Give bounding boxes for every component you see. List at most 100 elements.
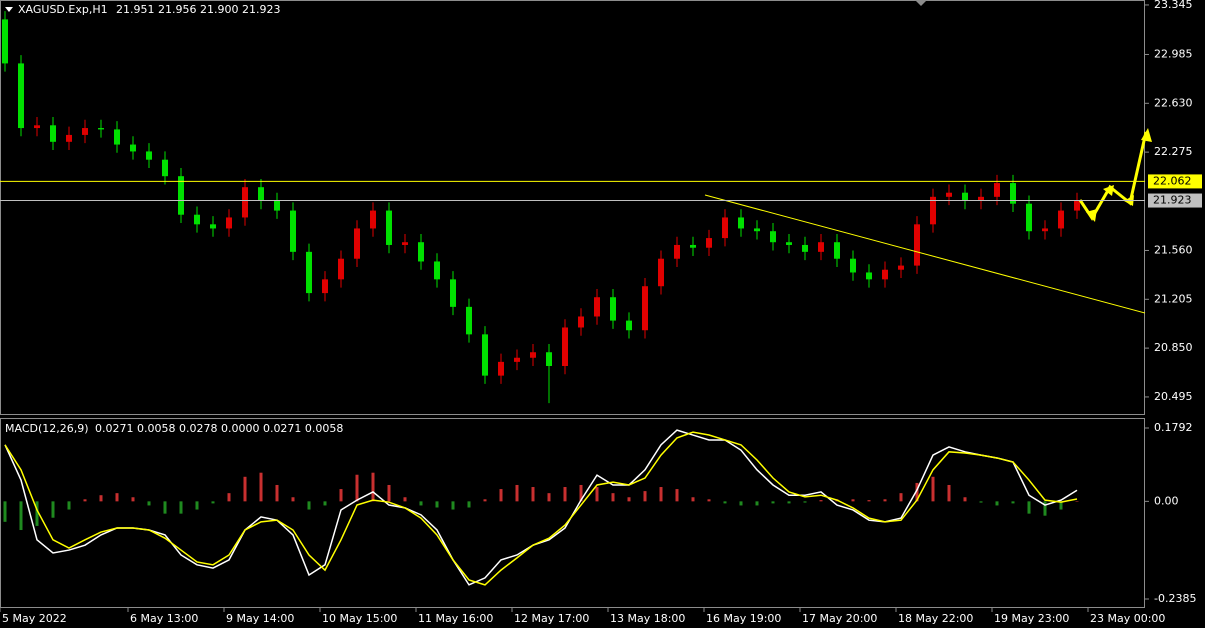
candle-body <box>626 320 632 331</box>
histogram-bar <box>803 501 807 503</box>
candle-body <box>290 210 296 252</box>
candle-body <box>1074 200 1080 211</box>
x-tick-label: 5 May 2022 <box>2 612 67 625</box>
candle-body <box>1026 203 1032 232</box>
histogram-bar <box>99 495 103 502</box>
candle-body <box>914 224 920 266</box>
candle-body <box>338 258 344 280</box>
histogram-bar <box>259 472 263 502</box>
y-tick-label: 22.630 <box>1154 96 1193 109</box>
plot-layer <box>2 11 1080 586</box>
candle-body <box>258 187 264 201</box>
candle-body <box>898 265 904 270</box>
x-tick-label: 18 May 22:00 <box>898 612 973 625</box>
histogram-bar <box>963 497 967 502</box>
histogram-bar <box>67 501 71 510</box>
x-tick-label: 13 May 18:00 <box>610 612 685 625</box>
histogram-bar <box>739 501 743 506</box>
histogram-bar <box>643 491 647 502</box>
histogram-bar <box>483 499 487 502</box>
trend-line <box>704 194 1146 314</box>
candle-body <box>770 231 776 243</box>
histogram-bar <box>147 501 151 506</box>
histogram-bar <box>3 501 7 522</box>
histogram-bar <box>595 487 599 502</box>
histogram-bar <box>531 487 535 502</box>
histogram-bar <box>275 484 279 502</box>
x-tick-label: 10 May 15:00 <box>322 612 397 625</box>
x-tick-label: 6 May 13:00 <box>130 612 198 625</box>
x-tick-label: 12 May 17:00 <box>514 612 589 625</box>
histogram-bar <box>419 501 423 506</box>
y-tick-label: -0.2385 <box>1154 592 1196 605</box>
y-tick-label: 22.275 <box>1154 145 1193 158</box>
y-tick-label: 0.1792 <box>1154 421 1193 434</box>
candle-body <box>658 258 664 287</box>
y-tick-label: 0.00 <box>1154 494 1179 507</box>
histogram-bar <box>627 497 631 502</box>
histogram-bar <box>291 497 295 502</box>
histogram-bar <box>979 501 983 503</box>
candle-body <box>162 159 168 177</box>
candle-body <box>130 144 136 152</box>
histogram-bar <box>1043 501 1047 516</box>
x-tick-label: 11 May 16:00 <box>418 612 493 625</box>
candle-body <box>610 297 616 321</box>
y-tick-label: 22.985 <box>1154 47 1193 60</box>
candle-body <box>146 151 152 160</box>
candle-body <box>530 352 536 358</box>
price-label: 21.923 <box>1153 194 1192 207</box>
histogram-bar <box>435 501 439 508</box>
arrow-head <box>1103 185 1114 196</box>
candle-body <box>82 128 88 135</box>
price-label-box <box>1148 174 1202 189</box>
histogram-bar <box>707 499 711 502</box>
candle-body <box>226 217 232 229</box>
candle-body <box>194 214 200 225</box>
histogram-bar <box>1011 501 1015 504</box>
histogram-bar <box>851 499 855 502</box>
histogram-bar <box>227 493 231 502</box>
candle-body <box>562 327 568 366</box>
candle-body <box>866 272 872 280</box>
histogram-bar <box>1075 501 1079 502</box>
histogram-bar <box>131 497 135 502</box>
candle-body <box>434 261 440 280</box>
candle-body <box>450 279 456 307</box>
candle-body <box>178 176 184 215</box>
histogram-bar <box>563 487 567 502</box>
symbol-title: XAGUSD.Exp,H1 <box>18 3 108 16</box>
ohlc-header: 21.951 21.956 21.900 21.923 <box>116 3 280 16</box>
histogram-bar <box>771 501 775 504</box>
histogram-bar <box>755 501 759 506</box>
candle-body <box>498 361 504 376</box>
price-panel-frame <box>0 0 1145 415</box>
x-tick-label: 16 May 19:00 <box>706 612 781 625</box>
candle-body <box>946 192 952 197</box>
candle-body <box>354 228 360 259</box>
candle-body <box>786 242 792 245</box>
histogram-bar <box>995 501 999 506</box>
candle-body <box>994 183 1000 197</box>
histogram-bar <box>867 500 871 502</box>
candle-body <box>482 334 488 376</box>
candle-body <box>210 224 216 229</box>
histogram-bar <box>787 501 791 504</box>
x-tick-label: 19 May 23:00 <box>994 612 1069 625</box>
histogram-bar <box>35 501 39 526</box>
candle-body <box>962 192 968 201</box>
histogram-bar <box>1027 501 1031 514</box>
candle-body <box>98 128 104 130</box>
candle-body <box>114 129 120 145</box>
menu-arrow[interactable] <box>5 7 13 12</box>
histogram-bar <box>195 501 199 510</box>
y-tick-label: 20.850 <box>1154 341 1193 354</box>
candle-body <box>578 316 584 328</box>
histogram-bar <box>19 501 23 531</box>
histogram-bar <box>499 489 503 502</box>
candle-body <box>242 187 248 218</box>
arrow-head <box>1086 209 1097 222</box>
macd-title: MACD(12,26,9) <box>5 422 89 435</box>
histogram-bar <box>83 499 87 502</box>
